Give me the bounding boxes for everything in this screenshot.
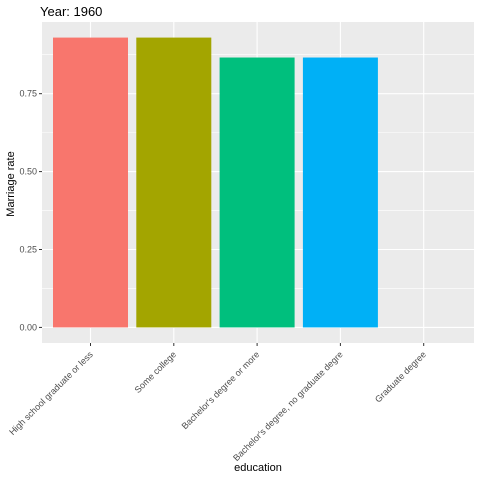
y-tick-label: 0.75 bbox=[19, 89, 37, 99]
y-axis-ticks: 0.00 0.25 0.50 0.75 bbox=[19, 89, 42, 332]
y-axis-title: Marriage rate bbox=[5, 151, 17, 216]
y-tick-label: 0.50 bbox=[19, 167, 37, 177]
chart-title: Year: 1960 bbox=[40, 4, 102, 19]
y-tick-label: 0.25 bbox=[19, 245, 37, 255]
bar-1 bbox=[53, 37, 128, 328]
x-axis-title: education bbox=[234, 462, 282, 474]
bar-3 bbox=[219, 57, 295, 328]
y-tick-label: 0.00 bbox=[19, 322, 37, 332]
bars-group bbox=[53, 37, 378, 328]
bar-2 bbox=[136, 37, 212, 328]
bar-4 bbox=[302, 57, 378, 328]
